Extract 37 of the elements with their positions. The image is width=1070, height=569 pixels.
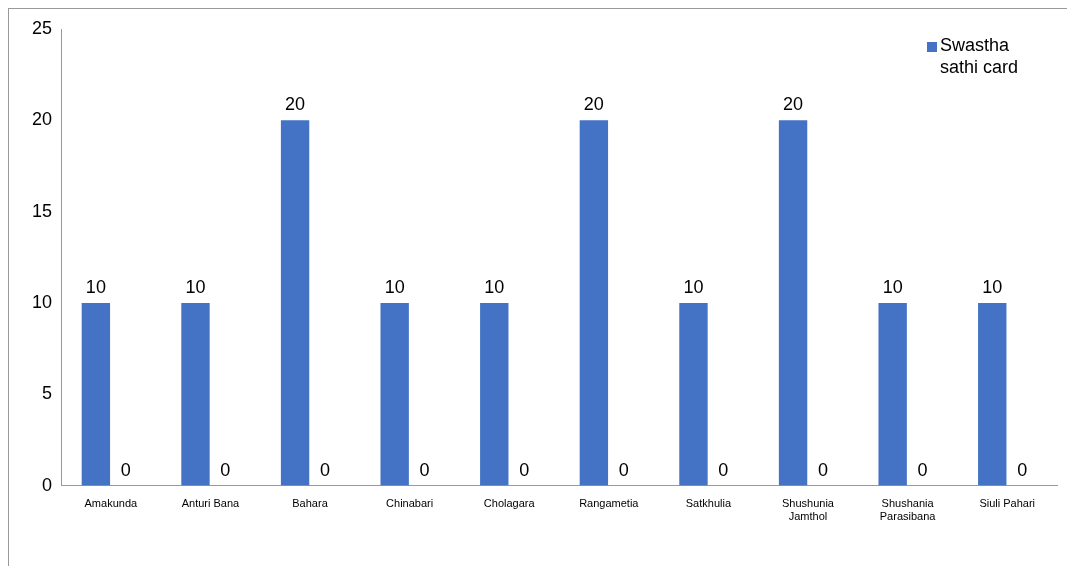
data-label: 0 (120, 459, 131, 480)
data-label: 0 (917, 459, 928, 480)
data-label: 0 (618, 459, 629, 480)
y-tick-label: 10 (31, 291, 53, 312)
data-label: 10 (85, 276, 106, 297)
y-tick-label: 5 (42, 383, 53, 404)
x-tick-label: Bahara (292, 497, 329, 510)
data-label: 0 (519, 459, 530, 480)
data-label: 0 (817, 459, 828, 480)
x-tick-label: Anturi Bana (181, 497, 241, 510)
data-label: 10 (185, 276, 206, 297)
x-tick-label: Shushania Parasibana (879, 497, 937, 523)
x-tick-label: Rangametia (579, 497, 640, 510)
data-label: 20 (583, 94, 604, 115)
legend-label: Swastha sathi card (940, 34, 1019, 77)
x-tick-label: Shushunia Jamthol (782, 497, 835, 523)
data-label: 0 (718, 459, 729, 480)
x-tick-label: Amakunda (84, 497, 138, 510)
y-tick-label: 15 (31, 200, 53, 221)
x-tick-label: Cholagara (483, 497, 536, 510)
data-label: 0 (1017, 459, 1028, 480)
data-label: 20 (783, 94, 804, 115)
data-label: 10 (683, 276, 704, 297)
x-tick-label: Siuli Pahari (979, 497, 1036, 510)
data-label: 20 (285, 94, 306, 115)
y-tick-label: 20 (31, 109, 53, 130)
y-tick-label: 0 (42, 474, 53, 495)
data-label: 10 (882, 276, 903, 297)
x-tick-label: Satkhulia (685, 497, 732, 510)
data-label: 10 (982, 276, 1003, 297)
data-label: 10 (384, 276, 405, 297)
data-label: 0 (419, 459, 430, 480)
y-tick-label: 25 (31, 17, 53, 38)
data-label: 10 (484, 276, 505, 297)
x-tick-label: Chinabari (386, 497, 434, 510)
data-label: 0 (319, 459, 330, 480)
data-label: 0 (220, 459, 231, 480)
